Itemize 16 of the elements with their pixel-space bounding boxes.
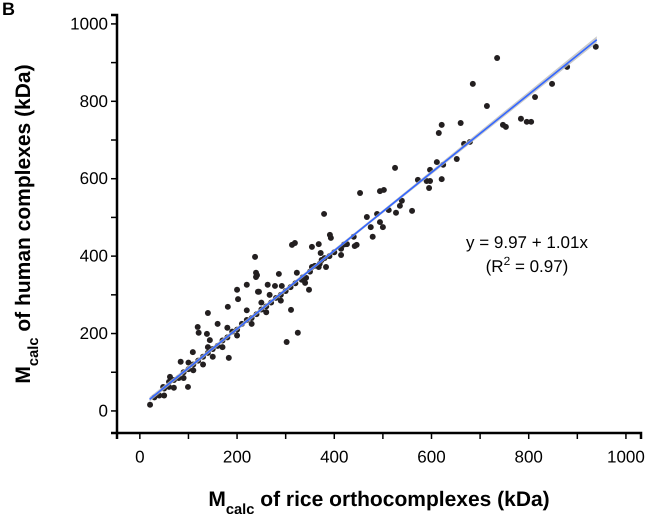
annotation: (R$^{2}$ = 0.97) [486,254,568,276]
x-tick-label: 800 [514,447,543,466]
y-tick-label: 800 [80,92,108,111]
y-tick-label: 200 [80,324,108,343]
text: B [2,0,15,19]
x-tick-label: 400 [320,447,348,466]
y-tick-label: 0 [98,401,108,420]
y-tick-label: 1000 [70,14,108,34]
x-tick-label: 200 [222,447,252,466]
x-tick-label: 0 [135,447,145,466]
annotation: y = 9.97 + 1.01x [466,233,588,252]
y-tick-label: 400 [80,246,108,266]
x-tick-label: 1000 [607,447,645,466]
x-tick-label: 600 [417,447,446,466]
y-tick-label: 600 [80,169,108,188]
x-axis-title: M$_{calc}$ of rice orthocomplexes (kDa) [208,488,550,514]
